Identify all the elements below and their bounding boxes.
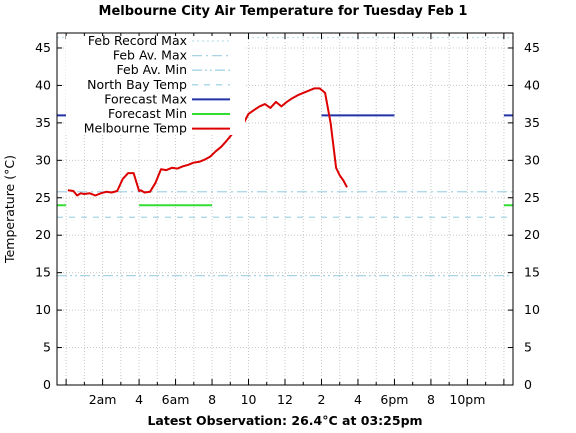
legend-label-feb-av-max: Feb Av. Max bbox=[113, 48, 187, 63]
x-tick-label: 2 bbox=[318, 392, 326, 407]
y-tick-labels-right: 0 5 10 15 20 25 30 35 40 45 bbox=[524, 40, 540, 392]
x-tick-label: 4 bbox=[135, 392, 143, 407]
melbourne-temp-line bbox=[67, 87, 348, 197]
y-tick-label: 35 bbox=[524, 115, 540, 130]
y-tick-label: 35 bbox=[35, 115, 51, 130]
y-tick-label: 15 bbox=[524, 265, 540, 280]
y-tick-label: 30 bbox=[524, 152, 540, 167]
legend-label-forecast-max: Forecast Max bbox=[104, 91, 187, 106]
x-tick-label: 8 bbox=[208, 392, 216, 407]
y-tick-labels-left: 0 5 10 15 20 25 30 35 40 45 bbox=[35, 40, 51, 392]
y-tick-label: 5 bbox=[43, 340, 51, 355]
x-tick-label: 12 bbox=[277, 392, 293, 407]
x-tick-labels: 2am 4 6am 8 10 12 2 4 6pm 8 10pm bbox=[89, 392, 486, 407]
y-tick-label: 10 bbox=[524, 302, 540, 317]
y-tick-label: 10 bbox=[35, 302, 51, 317]
x-tick-label: 6am bbox=[162, 392, 190, 407]
y-tick-label: 20 bbox=[35, 227, 51, 242]
y-tick-label: 25 bbox=[524, 190, 540, 205]
forecast-segments bbox=[57, 114, 513, 207]
x-tick-label: 10 bbox=[241, 392, 257, 407]
chart-title: Melbourne City Air Temperature for Tuesd… bbox=[99, 4, 468, 19]
y-tick-label: 25 bbox=[35, 190, 51, 205]
x-tick-label: 2am bbox=[89, 392, 117, 407]
legend-label-feb-av-min: Feb Av. Min bbox=[117, 62, 187, 77]
x-tick-label: 4 bbox=[354, 392, 362, 407]
series-lines bbox=[67, 87, 348, 197]
y-tick-label: 45 bbox=[35, 40, 51, 55]
x-axis-title: Latest Observation: 26.4°C at 03:25pm bbox=[147, 413, 422, 428]
x-tick-label: 10pm bbox=[449, 392, 485, 407]
y-tick-label: 0 bbox=[524, 377, 532, 392]
y-tick-label: 5 bbox=[524, 340, 532, 355]
x-tick-label: 8 bbox=[427, 392, 435, 407]
y-axis-title: Temperature (°C) bbox=[2, 155, 17, 264]
y-tick-label: 0 bbox=[43, 377, 51, 392]
y-tick-label: 45 bbox=[524, 40, 540, 55]
y-tick-label: 40 bbox=[35, 77, 51, 92]
y-tick-label: 20 bbox=[524, 227, 540, 242]
y-tick-label: 30 bbox=[35, 152, 51, 167]
axis-ticks bbox=[57, 33, 513, 386]
legend-label-feb-record-max: Feb Record Max bbox=[88, 33, 187, 48]
y-tick-label: 40 bbox=[524, 77, 540, 92]
legend-box bbox=[66, 36, 245, 135]
legend-label-melbourne-temp: Melbourne Temp bbox=[84, 121, 187, 136]
x-tick-label: 6pm bbox=[380, 392, 408, 407]
legend-label-forecast-min: Forecast Min bbox=[108, 106, 187, 121]
legend-label-north-bay-temp: North Bay Temp bbox=[87, 77, 187, 92]
y-tick-label: 15 bbox=[35, 265, 51, 280]
